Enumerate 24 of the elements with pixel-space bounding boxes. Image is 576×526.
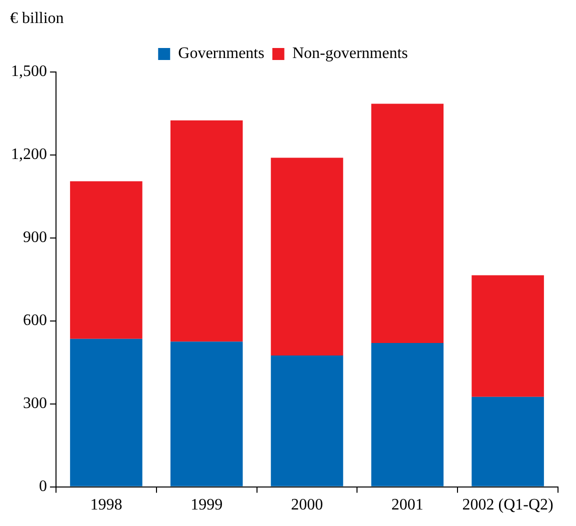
bar: [170, 120, 243, 342]
y-tick-label: 1,200: [11, 146, 47, 164]
y-axis-title: € billion: [10, 10, 64, 28]
legend-label: Governments: [178, 45, 264, 62]
x-tick-label: 1999: [190, 496, 223, 514]
legend-label: Non-governments: [292, 45, 408, 62]
x-tick-label: 2001: [391, 496, 424, 514]
x-tick-label: 2002 (Q1-Q2): [462, 496, 554, 514]
bar: [371, 104, 444, 344]
x-tick-label: 1998: [90, 496, 122, 514]
bar: [371, 343, 444, 486]
bar: [472, 275, 544, 397]
bar: [472, 396, 544, 486]
bar: [170, 342, 243, 486]
x-tick-label: 2000: [291, 496, 323, 514]
y-tick-label: 300: [23, 395, 47, 412]
bar: [70, 181, 142, 339]
bar: [70, 338, 142, 486]
y-tick-label: 0: [39, 478, 47, 496]
y-tick-label: 900: [23, 229, 47, 246]
bar: [270, 158, 344, 356]
y-tick-label: 600: [23, 312, 47, 330]
y-tick-label: 1,500: [11, 63, 47, 80]
bar: [270, 355, 344, 486]
